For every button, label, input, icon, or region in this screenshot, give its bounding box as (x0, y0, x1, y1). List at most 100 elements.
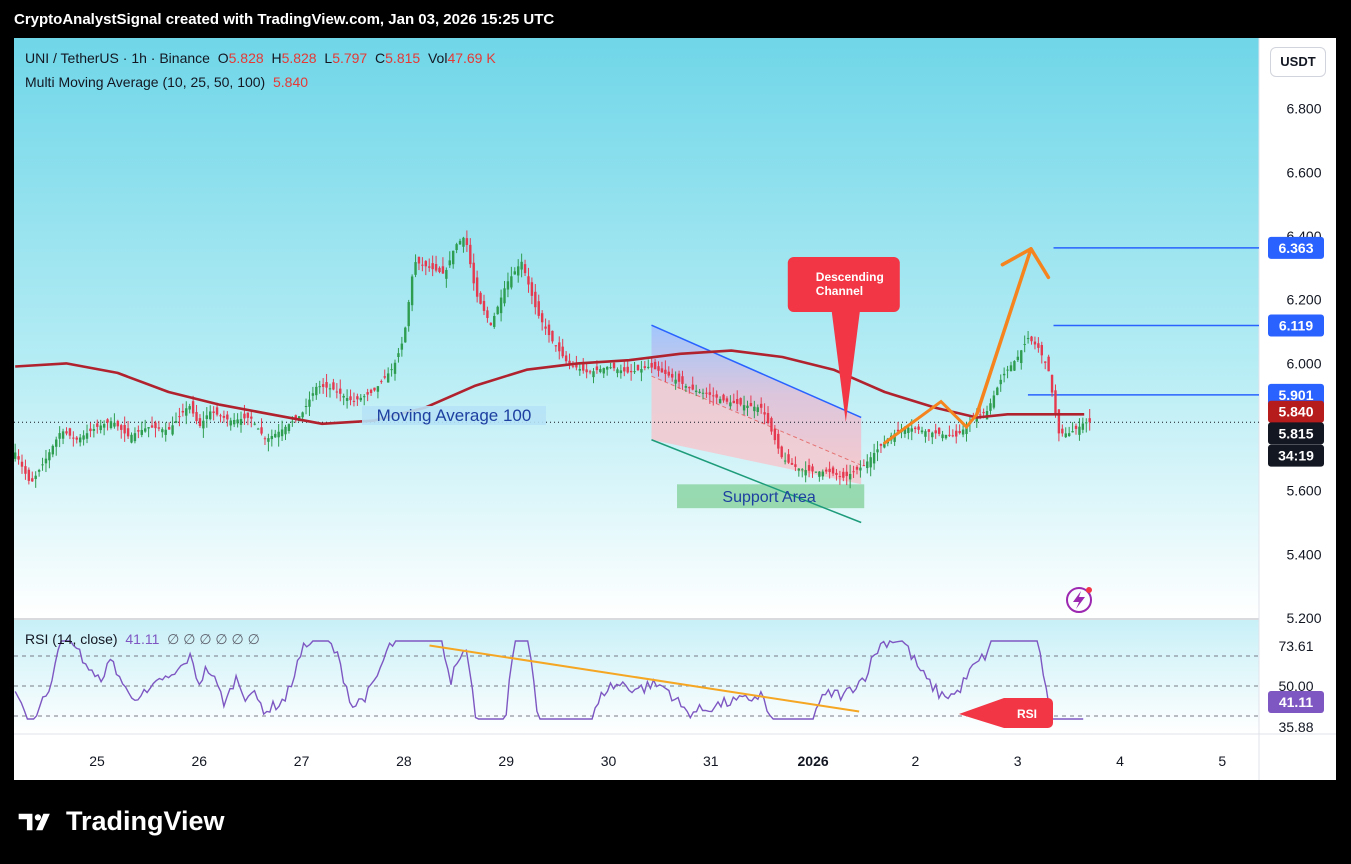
ma-legend[interactable]: Multi Moving Average (10, 25, 50, 100) 5… (25, 74, 308, 90)
candle-body (421, 264, 424, 266)
candle-body (937, 427, 941, 434)
candle-body (1026, 338, 1030, 340)
chart-frame: RSI Moving Average 100 Support Area Descen… (14, 38, 1336, 780)
candle-body (530, 282, 534, 296)
candle-body (410, 276, 414, 306)
candle-body (811, 466, 814, 472)
candle-body (965, 426, 968, 435)
candle-body (72, 437, 75, 439)
candle-body (445, 269, 448, 279)
candle-body (517, 266, 520, 276)
drawings-layer (14, 247, 1259, 524)
candle-body (585, 369, 588, 373)
candle-body (161, 429, 164, 433)
candle-body (807, 465, 811, 471)
price-label-3: 5.840 (1278, 404, 1313, 420)
time-tick-11: 5 (1218, 753, 1226, 769)
price-label-4: 5.815 (1278, 425, 1313, 441)
candle-body (383, 376, 386, 378)
candle-body (749, 403, 753, 407)
candle-body (896, 429, 900, 432)
candle-body (626, 366, 629, 373)
candle-body (431, 263, 434, 270)
candle-body (722, 394, 725, 401)
candle-body (595, 366, 599, 371)
candle-body (352, 400, 356, 402)
descending-channel-fill (651, 325, 862, 466)
candle-body (229, 420, 232, 426)
candle-body (773, 429, 777, 441)
candle-body (99, 425, 102, 431)
candle-body (1002, 373, 1006, 376)
candle-body (479, 292, 482, 304)
open-value: 5.828 (228, 50, 264, 66)
candle-body (845, 471, 848, 477)
symbol-legend[interactable]: UNI / TetherUS · 1h · Binance O5.828 H5.… (25, 50, 496, 66)
candle-body (664, 369, 667, 374)
candle-body (1044, 361, 1047, 363)
candle-body (643, 366, 647, 368)
price-label-0: 6.363 (1278, 240, 1313, 256)
projection-main-arrow (975, 247, 1033, 417)
candle-body (907, 427, 910, 433)
candle-body (756, 407, 759, 412)
candle-body (568, 360, 571, 365)
price-label-5: 34:19 (1278, 448, 1314, 464)
candle-body (332, 382, 335, 390)
candle-body (335, 391, 339, 393)
candle-body (438, 267, 441, 273)
price-tick-5: 5.600 (1286, 483, 1321, 499)
price-tick-6: 5.400 (1286, 546, 1321, 562)
time-tick-5: 30 (601, 753, 617, 769)
price-tick-7: 5.200 (1286, 610, 1321, 626)
candle-body (195, 411, 198, 421)
ma-100-annotation: Moving Average 100 (377, 406, 532, 425)
candle-body (818, 471, 821, 477)
candle-body (349, 396, 352, 401)
candle-body (243, 413, 246, 419)
candle-body (790, 462, 794, 465)
candle-body (513, 271, 516, 275)
candle-body (75, 437, 78, 440)
candle-body (191, 401, 195, 414)
candle-body (653, 361, 657, 370)
candle-body (458, 240, 462, 245)
currency-button[interactable]: USDT (1270, 47, 1326, 77)
price-pane-bg (14, 38, 1259, 618)
time-tick-8: 2 (912, 753, 920, 769)
candle-body (848, 473, 852, 480)
price-label-bg-4 (1268, 422, 1324, 445)
price-label-1: 6.119 (1279, 317, 1313, 333)
candle-body (407, 302, 410, 327)
candle-body (955, 430, 958, 437)
candle-body (284, 426, 287, 435)
candle-body (311, 393, 315, 396)
candle-body (534, 291, 537, 308)
candle-body (804, 470, 807, 476)
candle-body (1088, 418, 1091, 423)
candle-body (989, 403, 992, 411)
price-chart-svg[interactable]: RSI Moving Average 100 Support Area Descen… (14, 38, 1336, 780)
candle-body (544, 326, 547, 329)
candle-body (797, 468, 801, 471)
candle-body (178, 416, 181, 418)
candle-body (1037, 343, 1040, 348)
candle-body (65, 431, 68, 434)
candle-body (944, 434, 948, 439)
candle-body (137, 430, 140, 432)
rsi-legend[interactable]: RSI (14, close) 41.11 ∅ ∅ ∅ ∅ ∅ ∅ (25, 631, 260, 648)
candle-body (20, 461, 24, 467)
candle-body (571, 365, 575, 367)
candle-body (599, 369, 602, 373)
candle-body (31, 478, 34, 482)
candle-body (612, 362, 616, 369)
candle-body (1067, 433, 1071, 437)
candle-body (1064, 433, 1067, 438)
candle-body (814, 471, 818, 473)
candle-body (167, 427, 171, 430)
channel-mid-line (651, 375, 862, 466)
candle-body (147, 427, 150, 429)
candle-body (1050, 374, 1054, 393)
low-value: 5.797 (332, 50, 368, 66)
tradingview-logo: TradingView (18, 806, 225, 837)
